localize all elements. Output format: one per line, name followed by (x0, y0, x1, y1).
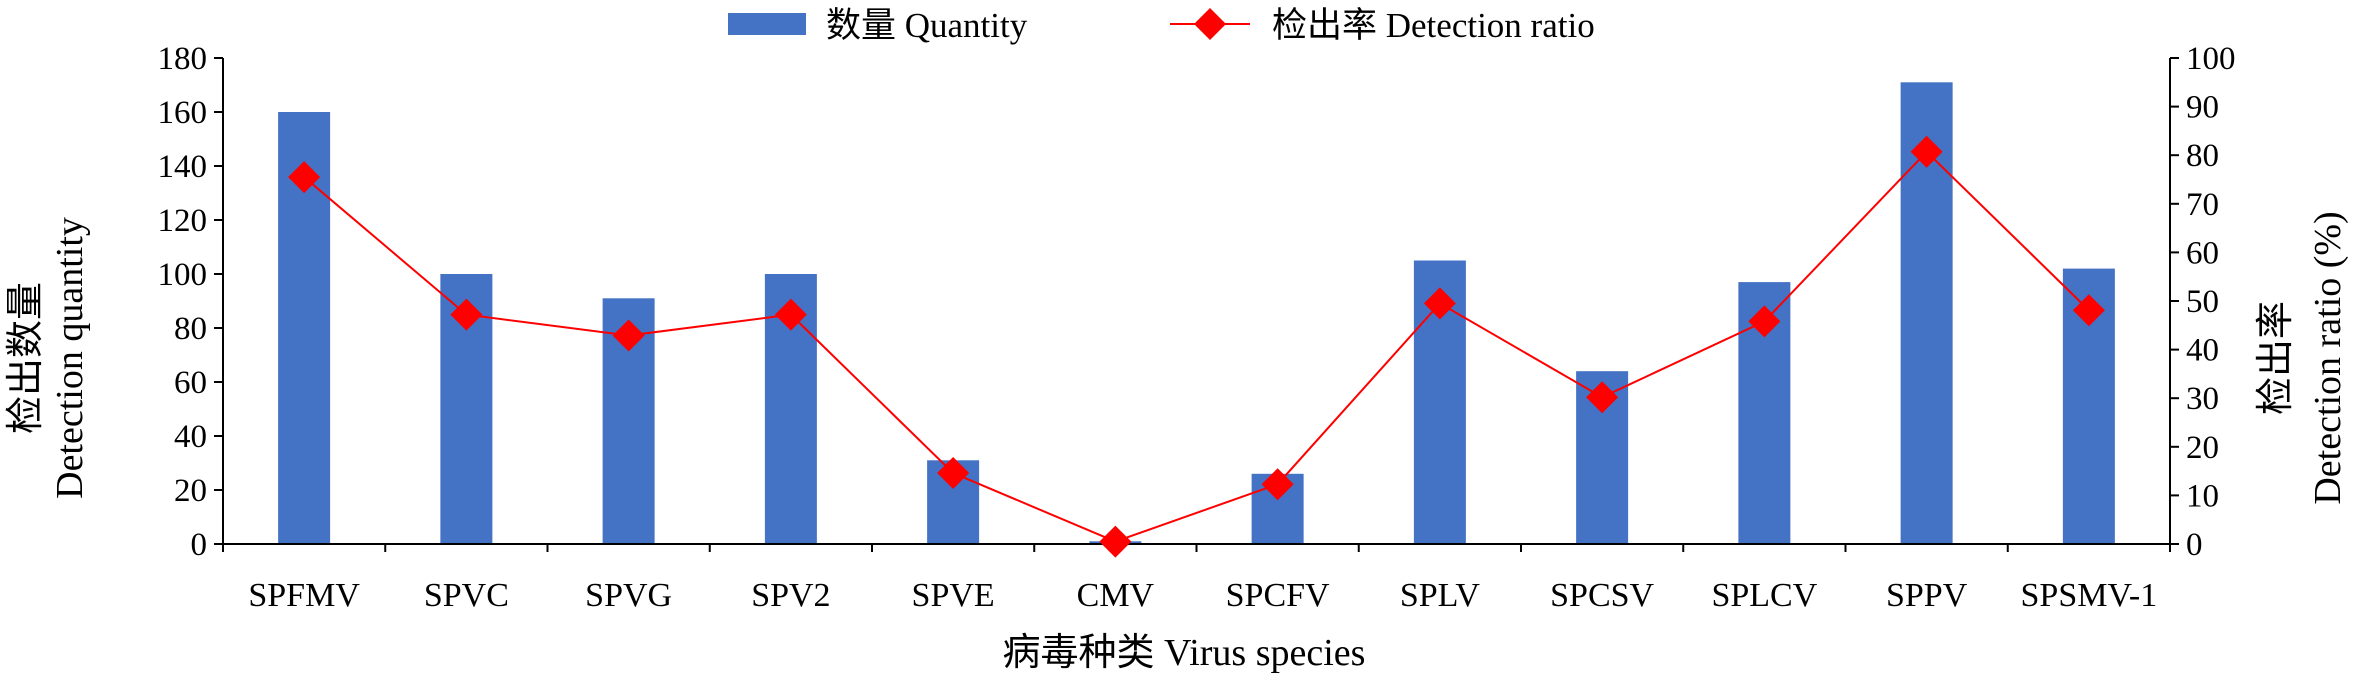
x-tick-label-spvg: SPVG (585, 577, 672, 614)
x-tick-label-cmv: CMV (1077, 577, 1155, 614)
left-tick-label: 180 (158, 41, 208, 77)
detection-ratio-marker-spvg (612, 319, 645, 352)
detection-ratio-marker-spsmv-1 (2072, 294, 2105, 327)
plot-area: 0 20 40 60 80 100 120 140 160 180 0 10 20 30 40 50 60 70 8… (158, 41, 2236, 614)
right-tick-label: 80 (2186, 138, 2219, 174)
x-tick-label-spfmv: SPFMV (248, 577, 360, 614)
x-tick-label-spvc: SPVC (424, 577, 509, 614)
right-tick-label: 100 (2186, 41, 2236, 77)
right-axis-title-en: Detection ratio (%) (2307, 211, 2349, 504)
left-tick-label: 160 (158, 95, 208, 131)
detection-ratio-marker-spv2 (774, 298, 807, 331)
left-tick-label: 0 (191, 527, 208, 563)
detection-ratio-marker-spcsv (1586, 381, 1619, 414)
left-tick-label: 40 (174, 419, 207, 455)
detection-ratio-marker-spvc (450, 298, 483, 331)
legend-label-detection-ratio: 检出率 Detection ratio (1272, 6, 1595, 45)
right-tick-label: 0 (2186, 527, 2203, 563)
x-tick-label-splcv: SPLCV (1711, 577, 1817, 614)
left-axis-title: 检出数量 Detection quantity (5, 217, 91, 499)
detection-ratio-marker-spcfv (1261, 468, 1294, 501)
right-tick-label: 20 (2186, 430, 2219, 466)
left-tick-label: 140 (158, 149, 208, 185)
right-axis-title-cn: 检出率 (2255, 301, 2297, 415)
right-tick-label: 30 (2186, 381, 2219, 417)
legend-swatch-quantity (728, 13, 806, 35)
left-tick-label: 100 (158, 257, 208, 293)
x-tick-label-splv: SPLV (1400, 577, 1480, 614)
x-tick-label-spsmv-1: SPSMV-1 (2021, 577, 2158, 614)
detection-ratio-line (303, 150, 2090, 543)
detection-ratio-marker-cmv (1099, 525, 1132, 558)
x-tick-label-spcsv: SPCSV (1550, 577, 1654, 614)
left-tick-label: 120 (158, 203, 208, 239)
detection-ratio-marker-sppv (1910, 135, 1943, 168)
right-tick-label: 60 (2186, 235, 2219, 271)
x-axis-title: 病毒种类 Virus species (1003, 632, 1366, 674)
x-tick-label-spve: SPVE (912, 577, 995, 614)
detection-ratio-marker-spfmv (288, 161, 321, 194)
left-axis-title-cn: 检出数量 (5, 282, 47, 434)
right-tick-label: 10 (2186, 478, 2219, 514)
left-axis-title-en: Detection quantity (49, 217, 91, 499)
right-tick-label: 50 (2186, 284, 2219, 320)
left-tick-label: 80 (174, 311, 207, 347)
left-tick-label: 60 (174, 365, 207, 401)
legend: 数量 Quantity 检出率 Detection ratio (728, 6, 1595, 45)
detection-ratio-marker-spve (937, 457, 970, 490)
x-tick-label-spcfv: SPCFV (1226, 577, 1330, 614)
left-tick-label: 20 (174, 473, 207, 509)
detection-ratio-marker-splv (1423, 287, 1456, 320)
legend-diamond-marker-icon (1194, 8, 1226, 40)
right-tick-label: 90 (2186, 90, 2219, 126)
right-tick-label: 70 (2186, 187, 2219, 223)
right-tick-label: 40 (2186, 333, 2219, 369)
x-tick-label-spv2: SPV2 (751, 577, 830, 614)
legend-label-quantity: 数量 Quantity (826, 6, 1028, 45)
x-tick-label-sppv: SPPV (1886, 577, 1968, 614)
detection-ratio-marker-splcv (1748, 305, 1781, 338)
right-axis-title: 检出率 Detection ratio (%) (2255, 211, 2349, 504)
